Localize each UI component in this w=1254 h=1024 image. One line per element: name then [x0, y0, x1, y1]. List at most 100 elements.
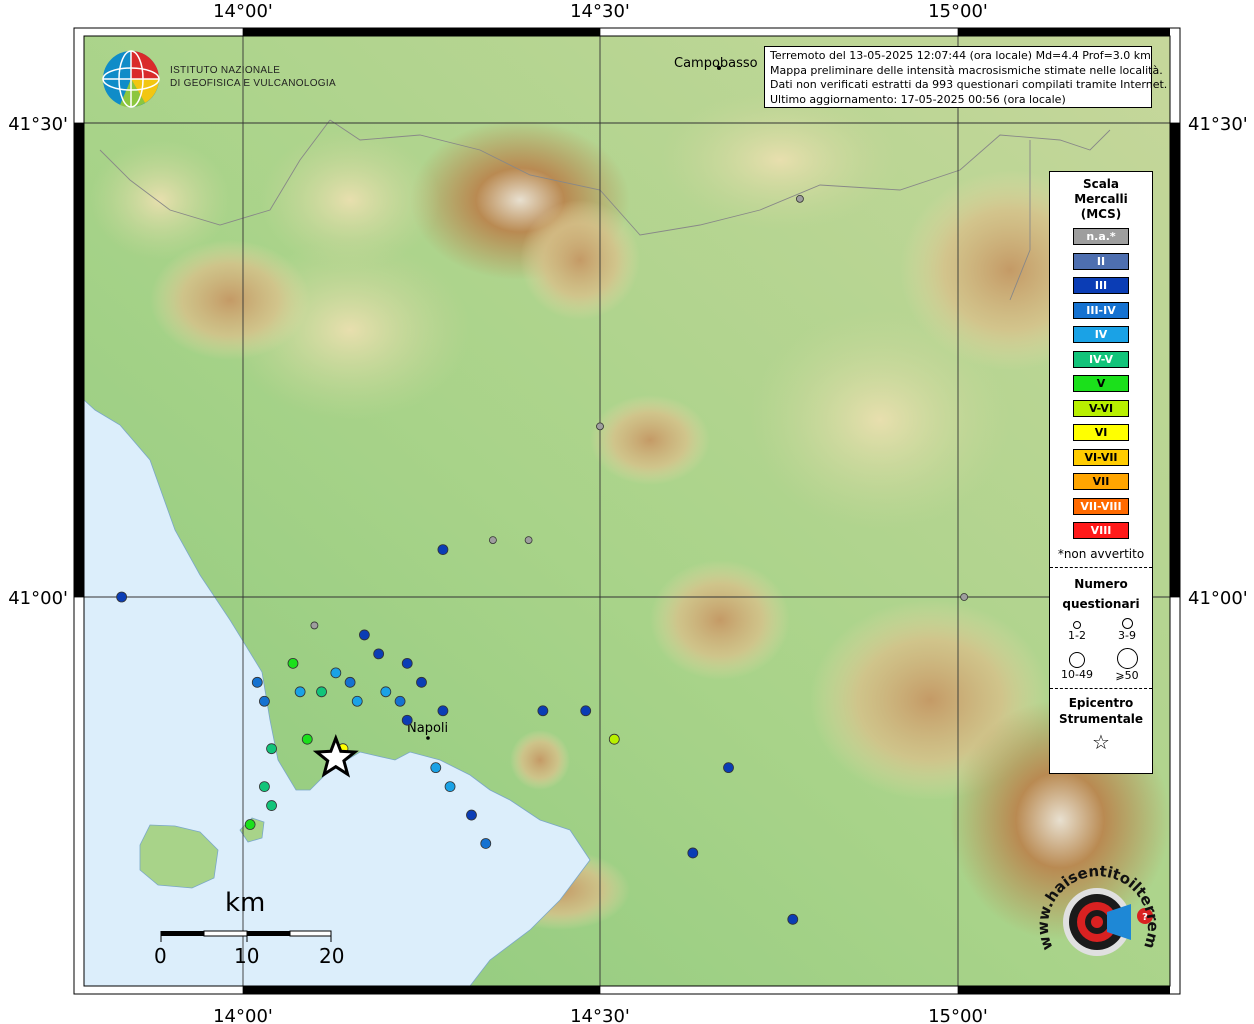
- legend-panel: Scala Mercalli (MCS) n.a.* II III III-IV IV I…: [1049, 171, 1153, 774]
- legend-item-1: II: [1073, 252, 1129, 270]
- observation-marker-7: [259, 695, 270, 707]
- legend-item-9: VI-VII: [1073, 448, 1129, 466]
- event-info-line1: Terremoto del 13-05-2025 12:07:44 (ora l…: [770, 49, 1151, 62]
- legend-item-6: V: [1073, 375, 1129, 392]
- sea-area: [83, 399, 591, 987]
- left-label-41-00: 41°00': [8, 588, 68, 609]
- size-circle-large: [1069, 651, 1085, 668]
- size-circle-xlarge: [1116, 647, 1138, 669]
- observation-marker-31: [687, 847, 699, 859]
- scale-tick-10: 10: [234, 944, 260, 968]
- questionari-title-line1: Numero: [1074, 576, 1128, 591]
- size-label-10-49: 10-49: [1061, 667, 1093, 681]
- questionari-title-line2: questionari: [1062, 596, 1140, 611]
- legend-item-2: III: [1073, 277, 1129, 294]
- questionari-title: Numero questionari: [1050, 574, 1152, 614]
- observation-marker-10: [344, 676, 356, 688]
- observation-marker-9: [330, 667, 342, 679]
- observation-marker-39: [960, 593, 969, 601]
- axis-labels: 14°00' 14°30' 15°00' 14°00' 14°30' 15°00…: [8, 1, 1248, 1024]
- observation-marker-3: [437, 544, 449, 555]
- globe-icon: [102, 50, 160, 108]
- observation-marker-36: [524, 536, 533, 545]
- observation-marker-14: [380, 686, 392, 698]
- epicentro-title-line2: Strumentale: [1058, 711, 1144, 726]
- svg-text:?: ?: [1142, 912, 1148, 923]
- observation-marker-16: [416, 676, 427, 688]
- legend-title-line3: (MCS): [1080, 207, 1122, 221]
- observation-marker-1: [310, 621, 319, 630]
- ingv-name: ISTITUTO NAZIONALE DI GEOFISICA E VULCAN…: [170, 64, 336, 90]
- haisentito-logo: ? www.haisentitoilterremoto.it: [1030, 846, 1162, 980]
- legend-item-5: IV-V: [1073, 350, 1129, 368]
- scale-tick-0: 0: [154, 944, 167, 968]
- observation-marker-25: [259, 781, 270, 792]
- observation-marker-4: [373, 648, 385, 660]
- epicentro-title: Epicentro Strumentale: [1050, 695, 1152, 727]
- legend-item-12: VIII: [1073, 522, 1129, 539]
- observation-marker-30: [608, 733, 620, 745]
- size-circle-small: [1073, 620, 1081, 629]
- regional-borders: [99, 119, 1111, 301]
- map-frame: [73, 27, 1181, 995]
- ingv-name-line2: DI GEOFISICA E VULCANOLOGIA: [170, 78, 336, 89]
- top-label-14-30: 14°30': [570, 1, 630, 22]
- observation-marker-2: [358, 629, 370, 641]
- campobasso-marker: [717, 66, 721, 70]
- observation-marker-5: [401, 657, 413, 669]
- legend-title-line1: Scala: [1082, 177, 1120, 191]
- observation-marker-33: [787, 913, 799, 925]
- size-10-49: 10-49: [1052, 651, 1102, 681]
- legend-item-3: III-IV: [1073, 301, 1129, 319]
- legend-item-0: n.a.*: [1073, 228, 1129, 245]
- size-label-3-9: 3-9: [1118, 628, 1136, 642]
- event-info-box: Terremoto del 13-05-2025 12:07:44 (ora l…: [764, 46, 1168, 108]
- size-label-1-2: 1-2: [1068, 628, 1086, 642]
- observation-marker-29: [580, 705, 592, 717]
- legend-title-line2: Mercalli: [1074, 192, 1128, 206]
- observation-marker-26: [266, 800, 277, 811]
- observation-marker-15: [394, 695, 406, 707]
- epicentro-title-line1: Epicentro: [1068, 695, 1134, 710]
- ischia-island: [139, 824, 219, 889]
- top-label-15-00: 15°00': [928, 1, 988, 22]
- napoli-label: Napoli: [407, 721, 448, 736]
- legend-item-10: VII: [1073, 473, 1129, 490]
- observation-marker-11: [351, 695, 363, 707]
- scale-bar: [160, 930, 332, 942]
- target-icon: ? www.haisentitoilterremoto.it: [1030, 846, 1162, 956]
- size-3-9: 3-9: [1102, 617, 1152, 642]
- observation-marker-24: [466, 809, 477, 821]
- scale-tick-20: 20: [319, 944, 345, 968]
- observation-marker-27: [244, 819, 256, 830]
- legend-item-8: VI: [1073, 424, 1129, 441]
- observation-marker-8: [287, 657, 299, 669]
- napoli-marker: [426, 736, 430, 740]
- event-info-line3: Dati non verificati estratti da 993 ques…: [770, 78, 1168, 91]
- observation-marker-12: [316, 686, 327, 698]
- epicenter-star: [312, 733, 359, 778]
- observation-marker-20: [266, 743, 277, 755]
- observation-markers: [116, 194, 969, 925]
- observation-marker-0: [116, 591, 128, 603]
- graticule: [74, 28, 1180, 994]
- legend-note: *non avvertito: [1057, 546, 1145, 561]
- left-label-41-30: 41°30': [8, 114, 68, 135]
- star-icon: ☆: [1092, 729, 1110, 754]
- legend-divider-2: [1050, 687, 1152, 689]
- right-label-41-30: 41°30': [1188, 114, 1248, 135]
- observation-marker-13: [294, 686, 306, 698]
- observation-marker-17: [437, 705, 449, 717]
- observation-marker-22: [430, 762, 442, 774]
- size-label-50-plus: ⩾50: [1115, 668, 1139, 682]
- observation-marker-37: [488, 536, 497, 545]
- legend-title: Scala Mercalli (MCS): [1050, 177, 1152, 222]
- size-circle-medium: [1121, 617, 1133, 629]
- size-1-2: 1-2: [1052, 618, 1102, 642]
- bottom-label-15-00: 15°00': [928, 1006, 988, 1024]
- legend-item-4: IV: [1073, 326, 1129, 343]
- observation-marker-32: [723, 762, 734, 774]
- epicenter-marker: [312, 733, 359, 778]
- observation-marker-34: [480, 838, 492, 849]
- bottom-label-14-00: 14°00': [213, 1006, 273, 1024]
